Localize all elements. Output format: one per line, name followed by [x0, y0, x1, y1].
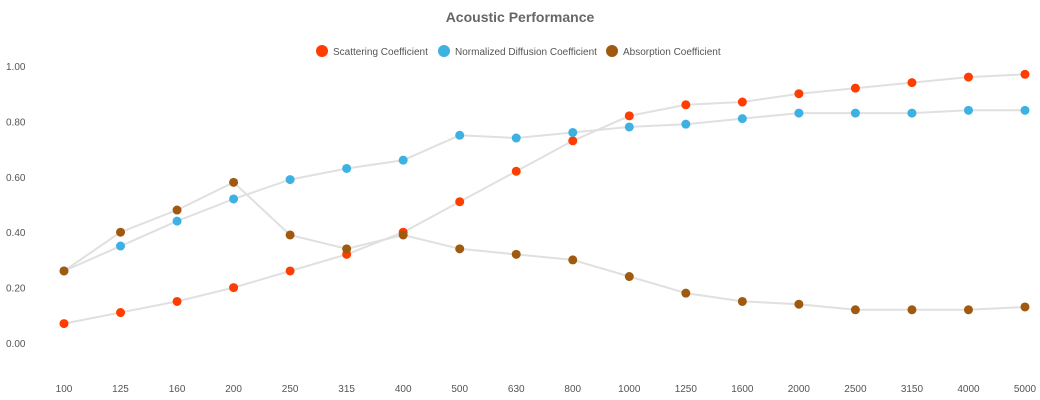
- y-tick-label: 0.60: [6, 173, 26, 184]
- data-point-s1-17[interactable]: [1020, 69, 1030, 79]
- x-tick-label: 1000: [618, 384, 641, 395]
- y-tick-label: 0.00: [6, 339, 26, 350]
- data-point-s1-7[interactable]: [455, 197, 465, 207]
- data-point-s3-6[interactable]: [398, 230, 408, 240]
- data-point-s3-10[interactable]: [624, 272, 634, 282]
- chart-title: Acoustic Performance: [446, 9, 595, 25]
- data-point-s1-9[interactable]: [568, 136, 578, 146]
- series-points: [59, 69, 1030, 329]
- x-tick-label: 3150: [901, 384, 924, 395]
- data-point-s3-17[interactable]: [1020, 302, 1030, 312]
- x-tick-label: 2000: [788, 384, 811, 395]
- data-point-s3-15[interactable]: [907, 305, 917, 315]
- data-point-s3-8[interactable]: [511, 249, 521, 259]
- x-tick-label: 500: [451, 384, 468, 395]
- x-tick-label: 1250: [675, 384, 698, 395]
- series-line-1: [63, 73, 1026, 325]
- data-point-s1-4[interactable]: [285, 266, 295, 276]
- data-point-s3-13[interactable]: [794, 299, 804, 309]
- series-line-2: [63, 109, 1025, 272]
- data-point-s2-7[interactable]: [455, 130, 465, 140]
- data-point-s2-9[interactable]: [568, 127, 578, 137]
- data-point-s3-4[interactable]: [285, 230, 295, 240]
- data-point-s1-2[interactable]: [172, 296, 182, 306]
- y-tick-label: 0.80: [6, 117, 26, 128]
- series-line-3: [63, 181, 1026, 311]
- data-point-s1-16[interactable]: [963, 72, 973, 82]
- legend-marker-3[interactable]: [606, 45, 618, 57]
- data-point-s1-11[interactable]: [681, 100, 691, 110]
- data-point-s1-13[interactable]: [794, 89, 804, 99]
- legend-label-2[interactable]: Normalized Diffusion Coefficient: [455, 47, 597, 58]
- x-tick-label: 400: [395, 384, 412, 395]
- legend: Scattering Coefficient Normalized Diffusi…: [316, 45, 721, 58]
- data-point-s2-13[interactable]: [794, 108, 804, 118]
- y-tick-label: 0.40: [6, 228, 26, 239]
- x-tick-label: 2500: [844, 384, 867, 395]
- data-point-s2-17[interactable]: [1020, 105, 1030, 115]
- data-point-s2-16[interactable]: [963, 105, 973, 115]
- x-tick-label: 800: [564, 384, 581, 395]
- x-tick-label: 160: [169, 384, 186, 395]
- legend-marker-1[interactable]: [316, 45, 328, 57]
- data-point-s2-15[interactable]: [907, 108, 917, 118]
- data-point-s3-1[interactable]: [116, 227, 126, 237]
- x-axis-ticks: 100 125 160 200 250 315 400 500 630 800 1000 1250 16…: [56, 384, 1037, 395]
- legend-label-1[interactable]: Scattering Coefficient: [333, 47, 428, 58]
- data-point-s2-6[interactable]: [398, 155, 408, 165]
- x-tick-label: 250: [282, 384, 299, 395]
- legend-label-3[interactable]: Absorption Coefficient: [623, 47, 721, 58]
- data-point-s2-1[interactable]: [116, 241, 126, 251]
- data-point-s3-2[interactable]: [172, 205, 182, 215]
- data-point-s2-4[interactable]: [285, 175, 295, 185]
- data-point-s1-1[interactable]: [116, 308, 126, 318]
- data-point-s3-12[interactable]: [737, 296, 747, 306]
- data-point-s3-11[interactable]: [681, 288, 691, 298]
- x-tick-label: 125: [112, 384, 129, 395]
- y-tick-label: 0.20: [6, 284, 26, 295]
- data-point-s2-8[interactable]: [511, 133, 521, 143]
- x-tick-label: 5000: [1014, 384, 1037, 395]
- data-point-s3-7[interactable]: [455, 244, 465, 254]
- data-point-s3-5[interactable]: [342, 244, 352, 254]
- data-point-s1-12[interactable]: [737, 97, 747, 107]
- data-point-s2-10[interactable]: [624, 122, 634, 132]
- data-point-s1-15[interactable]: [907, 78, 917, 88]
- data-point-s2-14[interactable]: [850, 108, 860, 118]
- y-tick-label: 1.00: [6, 62, 26, 73]
- data-point-s2-3[interactable]: [229, 194, 239, 204]
- data-point-s1-3[interactable]: [229, 283, 239, 293]
- legend-marker-2[interactable]: [438, 45, 450, 57]
- data-point-s1-0[interactable]: [59, 319, 69, 329]
- x-tick-label: 4000: [957, 384, 980, 395]
- data-point-s2-12[interactable]: [737, 114, 747, 124]
- data-point-s3-0[interactable]: [59, 266, 69, 276]
- series-lines: [63, 73, 1026, 325]
- data-point-s2-5[interactable]: [342, 163, 352, 173]
- data-point-s2-2[interactable]: [172, 216, 182, 226]
- x-tick-label: 630: [508, 384, 525, 395]
- data-point-s3-9[interactable]: [568, 255, 578, 265]
- data-point-s1-10[interactable]: [624, 111, 634, 121]
- data-point-s1-8[interactable]: [511, 166, 521, 176]
- x-tick-label: 200: [225, 384, 242, 395]
- data-point-s3-14[interactable]: [850, 305, 860, 315]
- data-point-s3-16[interactable]: [963, 305, 973, 315]
- data-point-s2-11[interactable]: [681, 119, 691, 129]
- x-tick-label: 100: [56, 384, 73, 395]
- data-point-s1-14[interactable]: [850, 83, 860, 93]
- data-point-s3-3[interactable]: [229, 177, 239, 187]
- x-tick-label: 1600: [731, 384, 754, 395]
- y-axis-ticks: 0.00 0.20 0.40 0.60 0.80 1.00: [6, 62, 26, 350]
- x-tick-label: 315: [338, 384, 355, 395]
